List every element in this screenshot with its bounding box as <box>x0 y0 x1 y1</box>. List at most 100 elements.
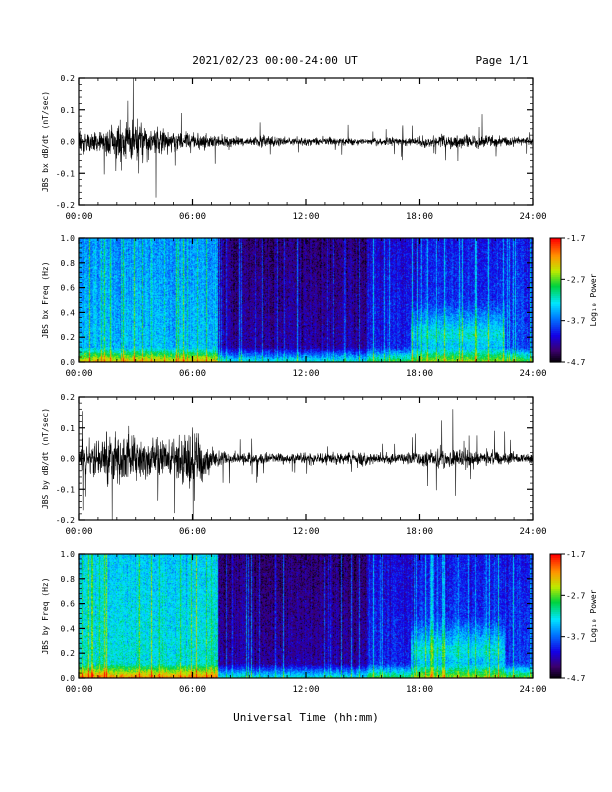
colorbar-tick-label: -1.7 <box>566 550 585 559</box>
y-tick-label: 0.6 <box>61 284 76 293</box>
colorbar-segment <box>550 279 561 282</box>
colorbar-segment <box>550 246 561 249</box>
y-tick-label: 1.0 <box>61 234 76 243</box>
colorbar-segment <box>550 675 561 679</box>
colorbar-segment <box>550 630 561 634</box>
colorbar-segment <box>550 558 561 561</box>
colorbar-segment <box>550 626 561 629</box>
colorbar-segment <box>550 312 561 316</box>
y-tick-label: 0.0 <box>61 358 76 367</box>
y-tick-label: 0.8 <box>61 259 76 268</box>
colorbar-segment <box>550 331 561 334</box>
y-tick-label: 0.0 <box>61 455 76 464</box>
colorbar-segment <box>550 636 561 640</box>
colorbar-segment <box>550 316 561 320</box>
colorbar-segment <box>550 250 561 254</box>
colorbar-segment <box>550 341 561 344</box>
colorbar-tick-label: -2.7 <box>566 591 585 600</box>
colorbar-label: Log₁₀ Power <box>589 273 598 326</box>
colorbar-segment <box>550 254 561 258</box>
colorbar-segment <box>550 258 561 262</box>
colorbar-segment <box>550 244 561 247</box>
colorbar-segment <box>550 585 561 588</box>
colorbar-segment <box>550 651 561 654</box>
colorbar-segment <box>550 611 561 615</box>
colorbar-segment <box>550 281 561 285</box>
y-tick-label: 0.4 <box>61 624 76 633</box>
colorbar-segment <box>550 333 561 336</box>
figure-title: 2021/02/23 00:00-24:00 UT <box>192 54 358 67</box>
x-tick-label: 24:00 <box>519 369 546 379</box>
colorbar-segment <box>550 638 561 642</box>
panel-3: 00:00 06:00 12:00 18:00 24:00 0.2 0.1 0.0 -0.1 -0… <box>41 393 547 537</box>
colorbar-segment <box>550 673 561 677</box>
x-tick-label: 06:00 <box>179 369 206 379</box>
colorbar-segment <box>550 300 561 303</box>
colorbar-segment <box>550 665 561 669</box>
colorbar-segment <box>550 322 561 326</box>
colorbar-segment <box>550 283 561 287</box>
colorbar-segment <box>550 649 561 652</box>
colorbar-segment <box>550 580 561 584</box>
colorbar-segment <box>550 275 561 278</box>
colorbar-segment <box>550 264 561 268</box>
colorbar-tick-label: -3.7 <box>566 633 585 642</box>
colorbar-segment <box>550 574 561 578</box>
colorbar-segment <box>550 320 561 324</box>
colorbar-frame <box>549 237 562 363</box>
panel-1: 00:00 06:00 12:00 18:00 24:00 0.2 0.1 0.0 -0.1 -0… <box>41 74 547 222</box>
colorbar-frame <box>549 553 562 679</box>
colorbar-segment <box>550 339 561 342</box>
colorbar-segment <box>550 601 561 605</box>
colorbar-segment <box>550 597 561 601</box>
colorbar-segment <box>550 582 561 586</box>
colorbar-tick-label: -1.7 <box>566 234 585 243</box>
y-tick-label: 0.2 <box>61 74 76 83</box>
x-axis-label: Universal Time (hh:mm) <box>233 711 379 724</box>
colorbar-segment <box>550 355 561 359</box>
panels: 00:00 06:00 12:00 18:00 24:00 0.2 0.1 0.0 -0.1 -0… <box>41 74 598 695</box>
x-tick-label: 18:00 <box>406 369 433 379</box>
colorbar-segment <box>550 618 561 621</box>
colorbar-segment <box>550 616 561 619</box>
x-tick-label: 24:00 <box>519 212 546 222</box>
colorbar-segment <box>550 238 561 241</box>
colorbar-segment <box>550 609 561 613</box>
page-indicator: Page 1/1 <box>476 54 529 67</box>
y-tick-label: 0.0 <box>61 674 76 683</box>
colorbar-segment <box>550 647 561 650</box>
colorbar-segment <box>550 671 561 675</box>
colorbar-segment <box>550 669 561 673</box>
x-tick-label: 06:00 <box>179 685 206 695</box>
colorbar-segment <box>550 562 561 565</box>
y-tick-label: -0.1 <box>56 169 75 178</box>
colorbar-segment <box>550 634 561 638</box>
colorbar-segment <box>550 644 561 648</box>
x-tick-label: 00:00 <box>65 212 92 222</box>
colorbar-segment <box>550 554 561 557</box>
waveform-trace <box>78 409 534 521</box>
y-axis-label: JBS bx dB/dt (nT/sec) <box>41 91 50 192</box>
colorbar-segment <box>550 302 561 305</box>
colorbar-segment <box>550 308 561 311</box>
x-tick-label: 18:00 <box>406 685 433 695</box>
colorbar-segment <box>550 578 561 582</box>
plot-frame <box>78 77 534 206</box>
waveform-trace <box>78 77 534 198</box>
spectrogram-image <box>79 554 533 678</box>
colorbar-segment <box>550 310 561 313</box>
colorbar-segment <box>550 295 561 299</box>
colorbar: -1.7 -2.7 -3.7 -4.7 Log₁₀ Power <box>549 550 598 683</box>
colorbar-tick-label: -4.7 <box>566 358 585 367</box>
colorbar-segment <box>550 663 561 667</box>
colorbar-segment <box>550 570 561 574</box>
colorbar-segment <box>550 620 561 623</box>
colorbar-segment <box>550 589 561 592</box>
colorbar-segment <box>550 359 561 363</box>
spectrogram-image-group <box>79 554 533 678</box>
y-tick-label: -0.2 <box>56 201 75 210</box>
colorbar-segment <box>550 655 561 658</box>
x-tick-label: 06:00 <box>179 212 206 222</box>
y-tick-label: 0.1 <box>61 424 76 433</box>
